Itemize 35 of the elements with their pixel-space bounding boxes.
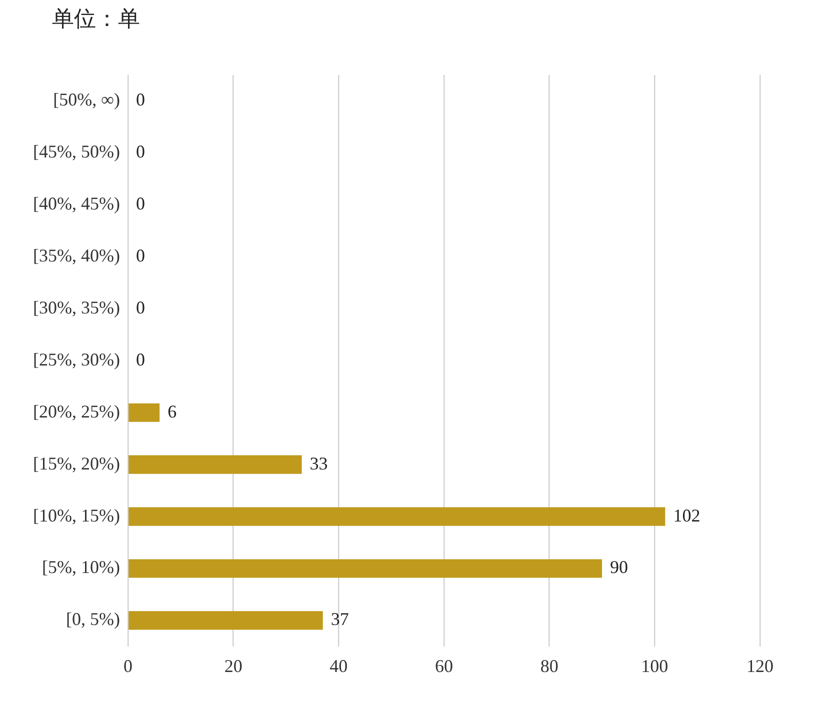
data-label: 0 (136, 349, 145, 370)
y-tick-label: [5%, 10%) (42, 557, 120, 578)
bar (128, 559, 602, 578)
y-tick-label: [45%, 50%) (32, 142, 120, 162)
bar (128, 611, 323, 630)
data-label: 0 (136, 90, 145, 110)
data-label: 37 (330, 609, 349, 630)
x-tick-label: 20 (224, 656, 242, 676)
chart-title: 单位：单 (52, 5, 140, 33)
x-tick-label: 120 (746, 656, 774, 676)
bar (128, 455, 302, 474)
data-label: 0 (136, 194, 145, 214)
data-label: 6 (168, 401, 177, 422)
y-tick-label: [30%, 35%) (32, 297, 120, 318)
bar (128, 403, 160, 422)
data-label: 0 (136, 297, 145, 318)
data-label: 0 (136, 142, 145, 162)
x-tick-label: 100 (641, 656, 668, 676)
data-label: 33 (310, 453, 328, 474)
y-tick-label: [40%, 45%) (32, 194, 120, 214)
y-tick-label: [10%, 15%) (32, 505, 120, 526)
data-label: 90 (610, 557, 628, 578)
data-label: 102 (673, 505, 700, 526)
x-tick-label: 80 (540, 656, 558, 676)
y-tick-label: [15%, 20%) (32, 453, 120, 474)
bar (128, 507, 666, 526)
y-tick-label: [50%, ∞) (53, 90, 120, 110)
data-label: 0 (136, 246, 145, 266)
y-tick-label: [20%, 25%) (32, 401, 120, 422)
y-tick-label: [35%, 40%) (32, 246, 120, 266)
x-tick-label: 40 (330, 656, 348, 676)
x-tick-label: 0 (123, 656, 132, 676)
y-tick-label: [0, 5%) (66, 609, 120, 630)
y-tick-label: [25%, 30%) (32, 349, 120, 370)
x-tick-label: 60 (434, 656, 453, 676)
